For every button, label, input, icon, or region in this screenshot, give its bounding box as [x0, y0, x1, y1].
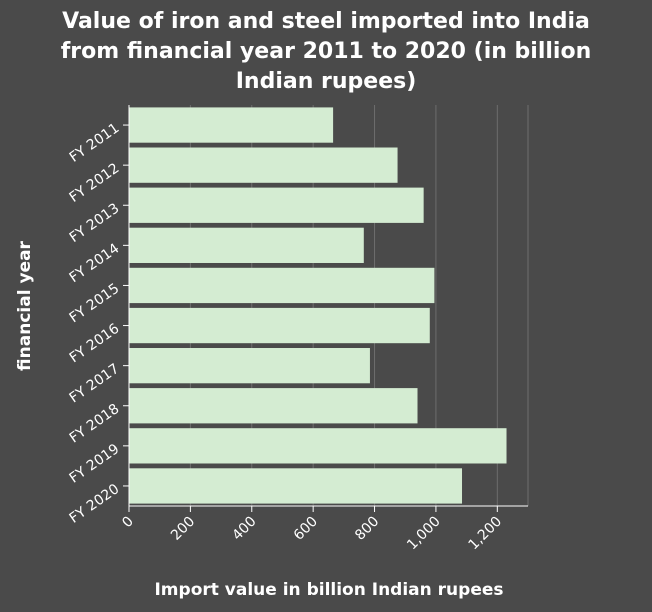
chart-title-line-1: Value of iron and steel imported into In… — [62, 9, 590, 34]
chart-title-line-2: from financial year 2011 to 2020 (in bil… — [61, 39, 592, 64]
bar — [129, 468, 463, 504]
bars — [129, 107, 507, 504]
bar — [129, 227, 364, 263]
bar — [129, 267, 435, 304]
chart-title-line-3: Indian rupees) — [236, 69, 417, 94]
axes — [123, 105, 528, 512]
y-axis-label: financial year — [15, 240, 35, 370]
bar — [129, 428, 507, 464]
bar — [129, 307, 430, 344]
bar — [129, 388, 418, 424]
bar — [129, 187, 424, 223]
bar — [129, 107, 334, 143]
bar — [129, 348, 370, 384]
x-axis-label: Import value in billion Indian rupees — [154, 580, 503, 600]
bar — [129, 147, 398, 183]
